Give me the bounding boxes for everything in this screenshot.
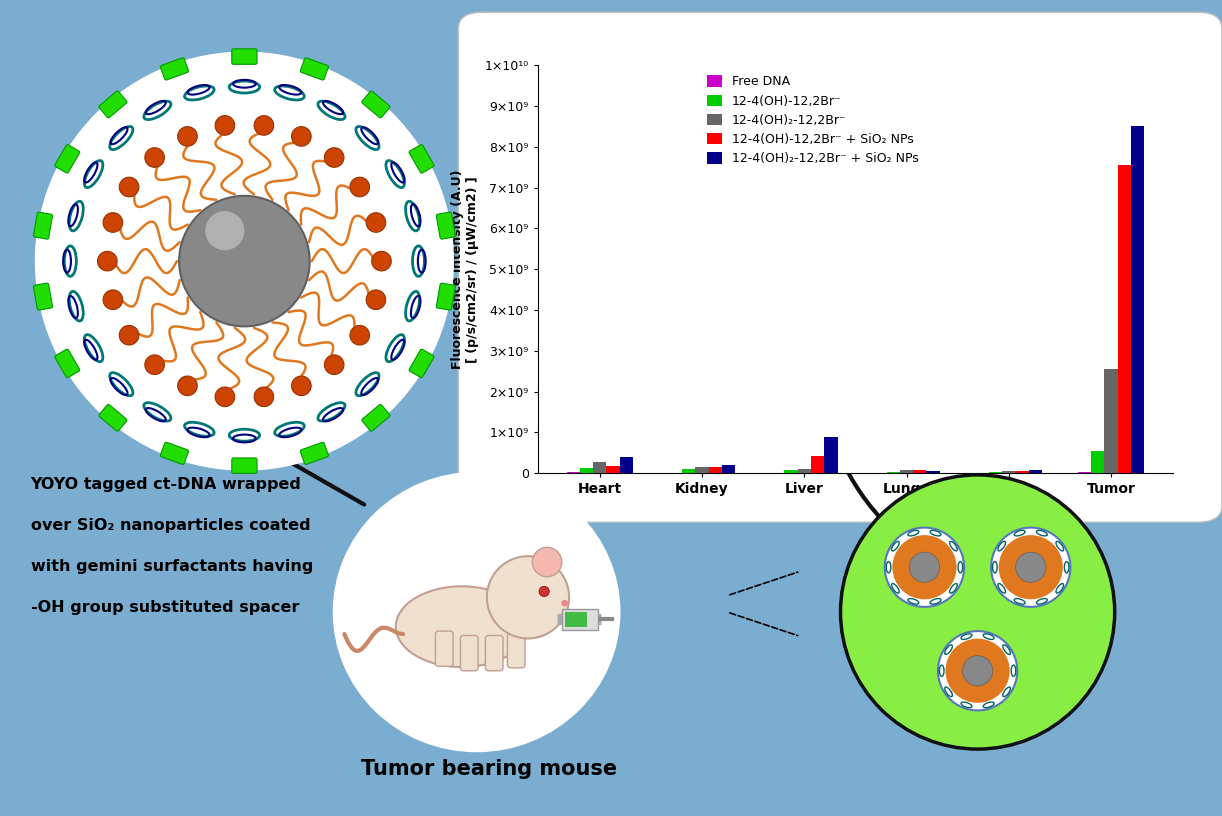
- Text: -OH group substituted spacer: -OH group substituted spacer: [31, 600, 299, 614]
- Circle shape: [254, 387, 274, 406]
- Circle shape: [349, 326, 369, 345]
- FancyBboxPatch shape: [435, 631, 453, 667]
- Circle shape: [1015, 552, 1046, 583]
- Circle shape: [120, 326, 139, 345]
- FancyBboxPatch shape: [160, 442, 188, 464]
- FancyBboxPatch shape: [160, 58, 188, 80]
- FancyBboxPatch shape: [55, 349, 79, 378]
- Bar: [1130, 126, 1144, 473]
- Circle shape: [998, 535, 1063, 599]
- Circle shape: [885, 528, 964, 607]
- Y-axis label: Fluorescence intensity (A.U)
[ (p/s/cm2/sr) / (μW/cm2) ]: Fluorescence intensity (A.U) [ (p/s/cm2/…: [451, 170, 479, 369]
- Bar: [709, 467, 722, 473]
- Circle shape: [371, 251, 391, 271]
- Bar: [926, 472, 940, 473]
- FancyBboxPatch shape: [409, 349, 434, 378]
- Text: over SiO₂ nanoparticles coated: over SiO₂ nanoparticles coated: [31, 518, 310, 533]
- Circle shape: [349, 177, 369, 197]
- Bar: [1105, 369, 1118, 473]
- FancyBboxPatch shape: [409, 144, 434, 173]
- Circle shape: [215, 387, 235, 406]
- FancyBboxPatch shape: [301, 442, 329, 464]
- Circle shape: [177, 376, 197, 396]
- Circle shape: [938, 631, 1017, 711]
- Circle shape: [963, 655, 992, 686]
- Circle shape: [200, 218, 288, 304]
- Circle shape: [103, 290, 122, 309]
- Circle shape: [367, 213, 386, 233]
- Bar: [606, 466, 620, 473]
- Bar: [899, 470, 913, 473]
- Text: with gemini surfactants having: with gemini surfactants having: [31, 559, 313, 574]
- Bar: [620, 457, 633, 473]
- Bar: [580, 468, 593, 473]
- Bar: [593, 462, 606, 473]
- Bar: [1118, 165, 1130, 473]
- FancyBboxPatch shape: [458, 12, 1222, 522]
- Circle shape: [324, 148, 343, 167]
- Circle shape: [909, 552, 940, 583]
- Bar: [1015, 471, 1029, 473]
- Bar: [567, 472, 580, 473]
- Circle shape: [98, 251, 117, 271]
- FancyBboxPatch shape: [485, 636, 503, 671]
- Bar: [1029, 470, 1042, 473]
- Circle shape: [35, 52, 453, 470]
- Circle shape: [292, 126, 312, 146]
- Circle shape: [892, 535, 957, 599]
- FancyBboxPatch shape: [301, 58, 329, 80]
- Ellipse shape: [396, 586, 528, 667]
- FancyBboxPatch shape: [33, 212, 53, 239]
- Circle shape: [561, 600, 568, 606]
- Circle shape: [533, 548, 562, 577]
- Bar: [722, 465, 736, 473]
- Bar: [1078, 472, 1091, 473]
- Text: Tumor bearing mouse: Tumor bearing mouse: [360, 759, 617, 779]
- Circle shape: [205, 211, 244, 251]
- Circle shape: [120, 177, 139, 197]
- Circle shape: [177, 126, 197, 146]
- Bar: [811, 456, 824, 473]
- Bar: [565, 612, 587, 627]
- Bar: [695, 467, 709, 473]
- Circle shape: [292, 376, 312, 396]
- Bar: [562, 609, 599, 630]
- FancyBboxPatch shape: [232, 458, 257, 473]
- Bar: [989, 472, 1002, 473]
- FancyBboxPatch shape: [232, 49, 257, 64]
- FancyBboxPatch shape: [99, 91, 127, 118]
- Circle shape: [324, 355, 343, 375]
- Text: YOYO tagged ct-DNA wrapped: YOYO tagged ct-DNA wrapped: [31, 477, 302, 492]
- Circle shape: [145, 148, 165, 167]
- Circle shape: [539, 586, 549, 596]
- Bar: [785, 470, 798, 473]
- FancyBboxPatch shape: [362, 91, 390, 118]
- Bar: [913, 470, 926, 473]
- FancyBboxPatch shape: [507, 632, 525, 667]
- Circle shape: [145, 355, 165, 375]
- Bar: [1002, 472, 1015, 473]
- Circle shape: [991, 528, 1070, 607]
- Circle shape: [841, 475, 1114, 749]
- FancyBboxPatch shape: [362, 405, 390, 431]
- Bar: [682, 468, 695, 473]
- Circle shape: [367, 290, 386, 309]
- Ellipse shape: [334, 472, 620, 752]
- Circle shape: [946, 639, 1009, 703]
- Circle shape: [215, 116, 235, 135]
- Bar: [1091, 450, 1105, 473]
- Bar: [887, 472, 899, 473]
- Circle shape: [180, 196, 309, 326]
- Bar: [798, 468, 811, 473]
- FancyBboxPatch shape: [33, 283, 53, 310]
- Bar: [824, 437, 837, 473]
- FancyBboxPatch shape: [436, 212, 456, 239]
- Circle shape: [486, 557, 569, 638]
- FancyBboxPatch shape: [461, 636, 478, 671]
- Circle shape: [254, 116, 274, 135]
- Circle shape: [103, 213, 122, 233]
- FancyBboxPatch shape: [436, 283, 456, 310]
- FancyBboxPatch shape: [55, 144, 79, 173]
- FancyBboxPatch shape: [99, 405, 127, 431]
